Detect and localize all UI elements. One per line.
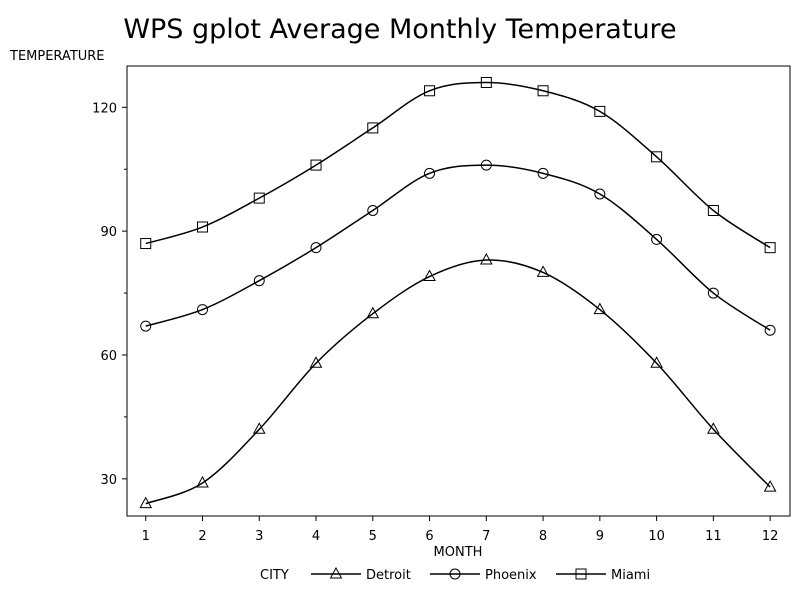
data-point-miami xyxy=(140,238,152,250)
data-point-phoenix xyxy=(651,233,663,245)
series-phoenix xyxy=(140,159,776,336)
data-point-detroit xyxy=(650,356,663,368)
data-point-phoenix xyxy=(707,287,719,299)
series-miami xyxy=(140,77,776,254)
x-tick-label: 6 xyxy=(425,529,433,544)
data-point-detroit xyxy=(366,306,380,319)
data-point-miami xyxy=(424,85,436,97)
legend-label: Detroit xyxy=(366,568,411,583)
y-axis: 30 60 90 120 xyxy=(92,101,127,488)
x-tick-label: 4 xyxy=(312,529,320,544)
data-point-detroit xyxy=(707,422,720,434)
legend-item-phoenix: Phoenix xyxy=(430,568,537,583)
data-point-miami xyxy=(480,77,492,89)
data-point-detroit xyxy=(139,496,153,509)
legend-marker-detroit xyxy=(329,566,343,579)
data-point-phoenix xyxy=(594,188,606,200)
data-point-miami xyxy=(651,151,663,163)
legend: CITY Detroit Phoenix Miami xyxy=(260,566,650,583)
data-point-miami xyxy=(537,85,549,97)
y-tick-label: 60 xyxy=(100,349,117,364)
data-point-detroit xyxy=(536,265,550,277)
data-point-phoenix xyxy=(310,242,322,254)
chart-title: WPS gplot Average Monthly Temperature xyxy=(123,14,676,45)
x-tick-label: 10 xyxy=(648,529,665,544)
series-line-miami xyxy=(145,81,771,249)
x-tick-label: 7 xyxy=(482,529,490,544)
legend-marker-miami xyxy=(575,568,587,580)
x-tick-label: 2 xyxy=(198,529,206,544)
data-point-miami xyxy=(594,105,606,117)
legend-title: CITY xyxy=(260,568,289,583)
data-point-phoenix xyxy=(764,324,776,336)
x-tick-label: 12 xyxy=(762,529,779,544)
data-point-miami xyxy=(196,221,208,233)
legend-label: Phoenix xyxy=(485,568,537,583)
x-axis: 1 2 3 4 5 6 7 8 9 10 11 12 xyxy=(142,516,779,544)
x-tick-label: 5 xyxy=(369,529,377,544)
data-point-miami xyxy=(253,192,265,204)
legend-marker-phoenix xyxy=(449,568,461,580)
x-tick-label: 9 xyxy=(596,529,604,544)
data-point-miami xyxy=(310,159,322,171)
x-tick-label: 8 xyxy=(539,529,547,544)
data-point-phoenix xyxy=(424,167,436,179)
y-tick-label: 30 xyxy=(100,473,117,488)
data-point-detroit xyxy=(593,302,607,315)
data-point-detroit xyxy=(252,422,266,434)
data-point-miami xyxy=(707,204,719,216)
data-point-detroit xyxy=(423,269,436,282)
series-line-phoenix xyxy=(145,164,771,331)
series-layer xyxy=(139,77,777,509)
y-axis-label: TEMPERATURE xyxy=(9,49,105,64)
data-point-phoenix xyxy=(480,159,492,171)
data-point-detroit xyxy=(763,480,777,492)
data-point-phoenix xyxy=(196,304,208,316)
legend-item-detroit: Detroit xyxy=(311,566,411,583)
data-point-miami xyxy=(367,122,379,134)
data-point-phoenix xyxy=(537,167,549,179)
legend-label: Miami xyxy=(611,568,650,583)
data-point-detroit xyxy=(479,252,493,265)
x-tick-label: 3 xyxy=(255,529,263,544)
data-point-miami xyxy=(764,242,776,254)
plot-frame xyxy=(126,65,791,517)
series-detroit xyxy=(139,252,777,509)
data-point-detroit xyxy=(196,475,209,488)
data-point-detroit xyxy=(309,356,323,368)
x-tick-label: 1 xyxy=(142,529,150,544)
legend-item-miami: Miami xyxy=(556,568,650,583)
y-tick-label: 120 xyxy=(92,101,117,116)
data-point-phoenix xyxy=(140,320,152,332)
x-axis-label: MONTH xyxy=(434,545,483,560)
series-line-detroit xyxy=(145,259,771,505)
data-point-phoenix xyxy=(367,204,379,216)
y-tick-label: 90 xyxy=(100,225,117,240)
data-point-phoenix xyxy=(253,275,265,287)
x-tick-label: 11 xyxy=(705,529,722,544)
